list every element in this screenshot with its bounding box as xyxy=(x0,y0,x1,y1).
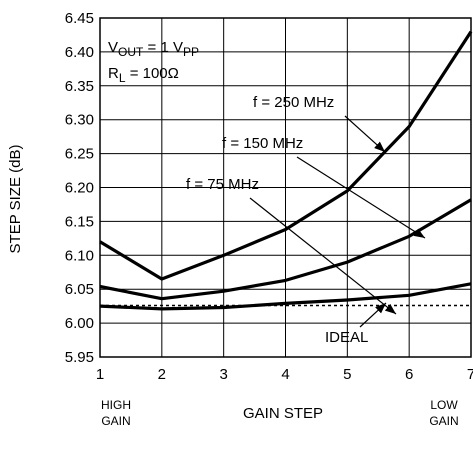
y-axis-label: STEP SIZE (dB) xyxy=(7,145,24,254)
grid xyxy=(99,17,472,358)
y-tick-label: 6.00 xyxy=(65,315,94,332)
arrow-f-75 xyxy=(249,197,397,315)
x-axis-label: GAIN STEP xyxy=(243,405,323,422)
series-line-2 xyxy=(99,282,472,311)
y-tick-label: 6.15 xyxy=(65,213,94,230)
y-tick-label: 6.05 xyxy=(65,281,94,298)
callouts xyxy=(249,115,426,328)
x-tick-label: 1 xyxy=(96,366,104,383)
y-tick-label: 6.45 xyxy=(65,10,94,27)
y-tick-label: 6.40 xyxy=(65,44,94,61)
y-tick-label: 6.25 xyxy=(65,146,94,163)
curves xyxy=(99,30,473,311)
x-tick-label: 7 xyxy=(467,366,473,383)
rl-condition: RL = 100Ω xyxy=(108,65,179,85)
vout-condition: VOUT = 1 VPP xyxy=(108,39,199,59)
high-gain-line1: HIGH xyxy=(101,398,131,412)
y-tick-label: 6.30 xyxy=(65,112,94,129)
y-tick-label: 6.20 xyxy=(65,180,94,197)
series-line-0 xyxy=(99,30,473,281)
x-tick-label: 2 xyxy=(158,366,166,383)
label-ideal: IDEAL xyxy=(325,329,368,346)
high-gain-line2: GAIN xyxy=(101,414,130,428)
y-tick-label: 6.35 xyxy=(65,78,94,95)
arrow-f-250 xyxy=(344,115,386,153)
plot-frame xyxy=(99,17,472,358)
label-f-250: f = 250 MHz xyxy=(253,94,334,111)
arrow-ideal xyxy=(359,302,387,328)
label-f-75: f = 75 MHz xyxy=(186,176,259,193)
x-tick-label: 3 xyxy=(219,366,227,383)
label-f-150: f = 150 MHz xyxy=(222,135,303,152)
arrow-f-150 xyxy=(296,156,426,239)
low-gain-line1: LOW xyxy=(430,398,458,412)
series-line-1 xyxy=(99,198,472,301)
x-tick-label: 4 xyxy=(281,366,289,383)
y-tick-label: 5.95 xyxy=(65,349,94,366)
y-tick-label: 6.10 xyxy=(65,247,94,264)
x-tick-label: 5 xyxy=(343,366,351,383)
low-gain-line2: GAIN xyxy=(429,414,458,428)
tick-labels: 5.95 6.00 6.05 6.10 6.15 6.20 6.25 6.30 6.35 6.40… xyxy=(65,10,473,383)
x-tick-label: 6 xyxy=(405,366,413,383)
